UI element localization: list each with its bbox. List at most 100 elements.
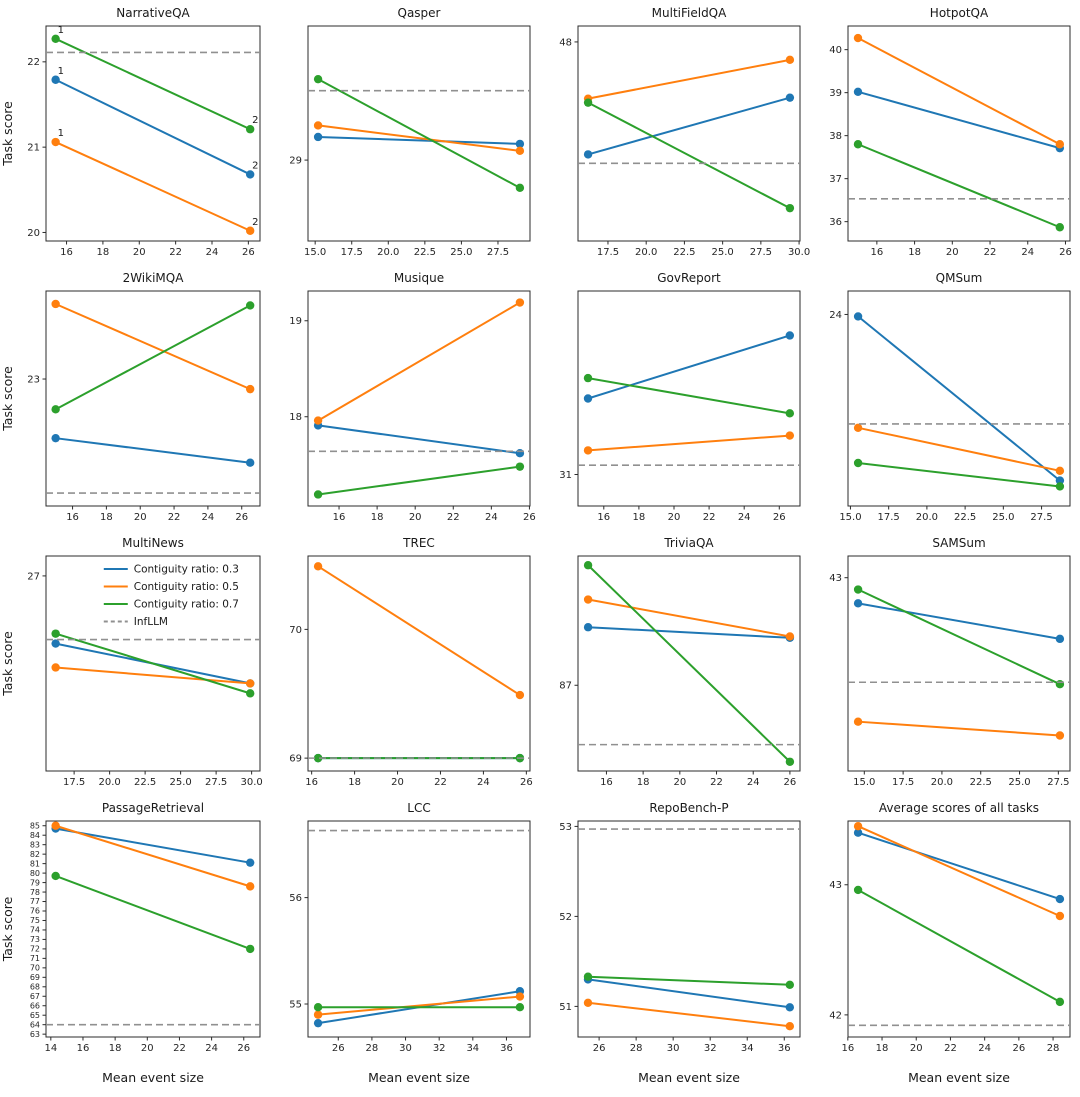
y-axis-label: Task score bbox=[0, 366, 15, 432]
x-tick-label: 36 bbox=[778, 1043, 791, 1054]
subplot-cell-average-scores-of-all-tasks: 42 43 16 18 20 22 24 26 28 Average scores of all … bbox=[810, 795, 1080, 1093]
x-tick-label: 15.0 bbox=[839, 512, 861, 523]
subplot-cell-musique: 18 19 16 18 20 22 24 26 Musique bbox=[270, 265, 540, 530]
x-tick-label: 24 bbox=[202, 512, 215, 523]
point-annotation: 2 bbox=[252, 160, 258, 171]
point-contiguity-ratio-0-7 bbox=[245, 301, 255, 310]
point-contiguity-ratio-0-5 bbox=[245, 384, 255, 394]
x-axis-label: Mean event size bbox=[102, 1070, 204, 1085]
point-contiguity-ratio-0-5 bbox=[245, 226, 255, 235]
subplot-govreport: 31 16 18 20 22 24 26 GovReport bbox=[559, 271, 801, 523]
point-contiguity-ratio-0-3 bbox=[1055, 634, 1065, 644]
x-tick-label: 18 bbox=[97, 247, 110, 258]
point-contiguity-ratio-0-7 bbox=[246, 689, 255, 698]
x-tick-label: 28 bbox=[366, 1043, 379, 1054]
line-contiguity-ratio-0-3 bbox=[54, 78, 252, 176]
point-contiguity-ratio-0-7 bbox=[51, 34, 60, 43]
point-contiguity-ratio-0-7 bbox=[313, 74, 323, 84]
x-tick-label: 24 bbox=[477, 777, 490, 788]
x-tick-label: 16 bbox=[841, 1043, 854, 1054]
x-tick-label: 22 bbox=[168, 512, 181, 523]
point-contiguity-ratio-0-5 bbox=[583, 998, 593, 1007]
y-tick-label: 71 bbox=[30, 954, 40, 963]
y-axis-label: Task score bbox=[0, 101, 15, 167]
subplot-trec: 69 70 16 18 20 22 24 26 TREC bbox=[289, 536, 532, 788]
point-contiguity-ratio-0-7 bbox=[313, 753, 323, 763]
point-contiguity-ratio-0-3 bbox=[583, 150, 593, 159]
x-tick-label: 26 bbox=[235, 512, 248, 523]
point-contiguity-ratio-0-7 bbox=[853, 585, 863, 594]
axes-box bbox=[45, 290, 261, 507]
line-contiguity-ratio-0-7 bbox=[587, 101, 791, 210]
x-tick-label: 20.0 bbox=[377, 247, 399, 258]
x-tick-label: 22 bbox=[169, 247, 182, 258]
point-contiguity-ratio-0-5 bbox=[313, 1010, 323, 1019]
subplot-cell-hotpotqa: 36 37 38 39 40 16 18 20 22 24 26 HotpotQA bbox=[810, 0, 1080, 265]
point-contiguity-ratio-0-5 bbox=[853, 717, 863, 726]
line-contiguity-ratio-0-5 bbox=[587, 598, 791, 638]
y-tick-label: 56 bbox=[289, 893, 302, 904]
point-contiguity-ratio-0-7 bbox=[51, 871, 60, 881]
line-contiguity-ratio-0-5 bbox=[317, 301, 521, 422]
y-tick-label: 67 bbox=[30, 992, 40, 1001]
x-tick-label: 26 bbox=[1012, 1043, 1025, 1054]
line-contiguity-ratio-0-7 bbox=[587, 564, 791, 763]
y-tick-label: 69 bbox=[30, 973, 40, 982]
line-contiguity-ratio-0-5 bbox=[587, 434, 791, 452]
x-tick-label: 16 bbox=[333, 512, 346, 523]
axes-box bbox=[307, 25, 531, 242]
x-tick-label: 30.0 bbox=[240, 777, 262, 788]
x-tick-label: 18 bbox=[348, 777, 361, 788]
x-tick-label: 16 bbox=[870, 247, 883, 258]
subplot-musique: 18 19 16 18 20 22 24 26 Musique bbox=[289, 271, 536, 523]
line-contiguity-ratio-0-5 bbox=[54, 302, 252, 391]
x-tick-label: 24 bbox=[205, 1043, 218, 1054]
subplot-title: PassageRetrieval bbox=[102, 801, 204, 815]
point-contiguity-ratio-0-3 bbox=[313, 1018, 323, 1028]
point-contiguity-ratio-0-5 bbox=[785, 1022, 795, 1031]
x-tick-label: 20 bbox=[409, 512, 422, 523]
point-contiguity-ratio-0-5 bbox=[853, 33, 863, 43]
y-tick-label: 36 bbox=[829, 217, 842, 228]
y-tick-label: 38 bbox=[829, 131, 842, 142]
subplot-title: Average scores of all tasks bbox=[879, 801, 1039, 815]
subplot-cell-qasper: 29 15.0 17.5 20.0 22.5 25.0 27.5 Qasper bbox=[270, 0, 540, 265]
x-tick-label: 25.0 bbox=[992, 512, 1014, 523]
x-tick-label: 34 bbox=[466, 1043, 479, 1054]
line-contiguity-ratio-0-3 bbox=[317, 135, 521, 145]
point-contiguity-ratio-0-3 bbox=[51, 639, 60, 648]
x-tick-label: 17.5 bbox=[892, 777, 914, 788]
subplot-title: HotpotQA bbox=[930, 6, 989, 20]
point-contiguity-ratio-0-7 bbox=[785, 757, 795, 766]
x-axis-label: Mean event size bbox=[908, 1070, 1010, 1085]
point-contiguity-ratio-0-3 bbox=[785, 1003, 795, 1012]
x-tick-label: 22 bbox=[710, 777, 723, 788]
x-tick-label: 22.5 bbox=[954, 512, 976, 523]
x-tick-label: 20 bbox=[141, 1043, 154, 1054]
x-tick-label: 16 bbox=[60, 247, 73, 258]
point-contiguity-ratio-0-7 bbox=[853, 885, 863, 895]
x-tick-label: 20.0 bbox=[635, 247, 657, 258]
subplot-title: MultiNews bbox=[122, 536, 184, 550]
line-contiguity-ratio-0-7 bbox=[54, 37, 252, 131]
point-contiguity-ratio-0-7 bbox=[853, 140, 863, 149]
line-contiguity-ratio-0-5 bbox=[54, 666, 252, 685]
x-tick-label: 26 bbox=[523, 512, 536, 523]
subplot-qasper: 29 15.0 17.5 20.0 22.5 25.0 27.5 Qasper bbox=[289, 6, 531, 258]
point-contiguity-ratio-0-5 bbox=[583, 446, 593, 455]
y-tick-label: 76 bbox=[30, 907, 40, 916]
subplot-multifieldqa: 48 17.5 20.0 22.5 25.0 27.5 30.0 MultiFieldQA bbox=[559, 6, 810, 258]
y-tick-label: 29 bbox=[289, 155, 302, 166]
y-tick-label: 21 bbox=[27, 143, 40, 154]
subplot-multinews: 27 17.5 20.0 22.5 25.0 27.5 30.0 MultiNews Task … bbox=[0, 536, 263, 788]
x-tick-label: 30 bbox=[399, 1043, 412, 1054]
x-tick-label: 24 bbox=[978, 1043, 991, 1054]
y-tick-label: 72 bbox=[30, 945, 40, 954]
point-annotation: 1 bbox=[58, 25, 64, 36]
line-contiguity-ratio-0-7 bbox=[54, 632, 252, 695]
y-tick-label: 79 bbox=[30, 878, 40, 887]
x-tick-label: 30.0 bbox=[788, 247, 810, 258]
point-contiguity-ratio-0-7 bbox=[515, 183, 525, 193]
subplot-cell-lcc: 55 56 26 28 30 32 34 36 LCC Mean event size bbox=[270, 795, 540, 1093]
point-contiguity-ratio-0-3 bbox=[245, 170, 255, 179]
